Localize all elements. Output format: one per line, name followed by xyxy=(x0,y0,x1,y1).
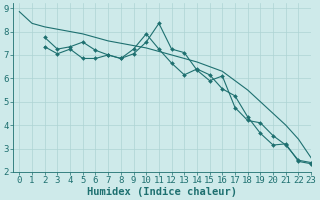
X-axis label: Humidex (Indice chaleur): Humidex (Indice chaleur) xyxy=(87,186,237,197)
